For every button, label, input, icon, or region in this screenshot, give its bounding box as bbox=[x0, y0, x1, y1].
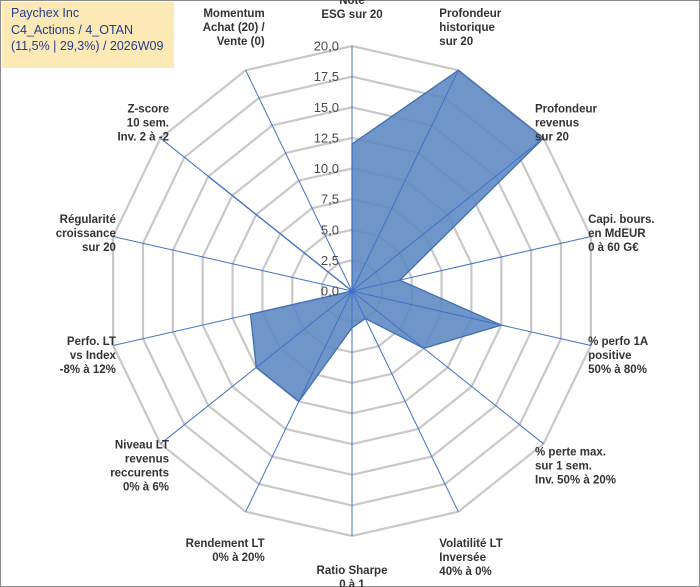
axis-label-line: 40% à 0% bbox=[439, 566, 491, 578]
axis-label: % perte max. sur 1 sem. Inv. 50% à 20% bbox=[535, 447, 616, 487]
axis-label: Volatilité LT Inversée 40% à 0% bbox=[439, 538, 502, 578]
axis-label: Profondeur historique sur 20 bbox=[439, 8, 501, 48]
tick-label: 15,0 bbox=[314, 100, 339, 115]
portfolio-path: C4_Actions / 4_OTAN bbox=[11, 22, 134, 37]
axis-label-line: vs Index bbox=[70, 350, 117, 362]
axis-label-line: sur 20 bbox=[439, 36, 473, 48]
axis-label-line: ESG sur 20 bbox=[321, 9, 382, 21]
axis-label: Rendement LT 0% à 20% bbox=[186, 538, 265, 564]
axis-label-line: Inv. 50% à 20% bbox=[535, 475, 616, 487]
tick-label: 7,5 bbox=[321, 192, 339, 207]
axis-label-line: 0 à 60 G€ bbox=[588, 242, 639, 254]
axis-label-line: Inv. 2 à -2 bbox=[117, 132, 169, 144]
axis-label-line: 0% à 20% bbox=[212, 552, 264, 564]
axis-label: Perfo. LT vs Index -8% à 12% bbox=[60, 336, 117, 376]
tick-label: 2,5 bbox=[321, 253, 339, 268]
spoke-5 bbox=[351, 290, 544, 445]
axis-label-line: Capi. bours. bbox=[588, 214, 654, 226]
axis-label-line: historique bbox=[439, 22, 495, 34]
tick-layer: 0,0 2,5 5,0 7,5 10,0 12,5 15,0 17,5 20,0 bbox=[314, 39, 339, 299]
axis-label-line: sur 20 bbox=[82, 242, 116, 254]
axis-label-line: Niveau LT bbox=[115, 440, 169, 452]
axis-label-line: sur 20 bbox=[535, 132, 569, 144]
axis-label-line: % perfo 1A bbox=[588, 336, 648, 348]
axis-label-line: -8% à 12% bbox=[60, 364, 116, 376]
axis-label: Note ESG sur 20 bbox=[321, 0, 382, 21]
axis-label-line: Note bbox=[339, 0, 365, 7]
spoke-8 bbox=[245, 290, 353, 512]
tick-label: 17,5 bbox=[314, 69, 339, 84]
tick-label: 12,5 bbox=[314, 130, 339, 145]
axis-label: Régularité croissance sur 20 bbox=[56, 214, 116, 254]
axis-label-line: Rendement LT bbox=[186, 538, 265, 550]
tick-label: 0,0 bbox=[321, 284, 339, 299]
spoke-10 bbox=[112, 290, 353, 346]
spoke-11 bbox=[112, 236, 353, 292]
axis-label-line: Profondeur bbox=[439, 8, 501, 20]
axis-label: Ratio Sharpe 0 à 1 bbox=[317, 565, 388, 587]
axis-label-line: en MdEUR bbox=[588, 228, 646, 240]
spoke-2 bbox=[351, 137, 544, 292]
axis-label: Niveau LT revenus reccurents 0% à 6% bbox=[110, 440, 169, 494]
axis-label-line: Volatilité LT bbox=[439, 538, 502, 550]
axis-label-line: Achat (20) / bbox=[203, 22, 266, 34]
axis-label-line: positive bbox=[588, 350, 631, 362]
axis-label-line: 50% à 80% bbox=[588, 364, 647, 376]
spoke-4 bbox=[351, 290, 592, 346]
axis-label: Z-score 10 sem. Inv. 2 à -2 bbox=[117, 104, 169, 144]
tick-label: 5,0 bbox=[321, 222, 339, 237]
axis-label-line: 10 sem. bbox=[127, 118, 169, 130]
axis-label-line: Perfo. LT bbox=[67, 336, 116, 348]
series-area bbox=[207, 69, 545, 403]
axis-label-line: Inversée bbox=[439, 552, 486, 564]
axis-label-layer: Note ESG sur 20 Profondeur historique sur 20… bbox=[56, 0, 655, 587]
tick-label: 10,0 bbox=[314, 161, 339, 176]
spoke-layer bbox=[112, 46, 592, 536]
axis-label-line: Z-score bbox=[127, 104, 169, 116]
axis-label-line: reccurents bbox=[110, 468, 169, 480]
axis-label: Momentum Achat (20) / Vente (0) bbox=[203, 8, 266, 48]
spoke-6 bbox=[351, 290, 459, 512]
axis-label-line: Momentum bbox=[203, 8, 264, 20]
axis-label-line: Ratio Sharpe bbox=[317, 565, 388, 577]
axis-label-line: croissance bbox=[56, 228, 116, 240]
spoke-12 bbox=[160, 137, 353, 292]
spoke-9 bbox=[160, 290, 353, 445]
axis-label-line: % perte max. bbox=[535, 447, 606, 459]
axis-label-line: Vente (0) bbox=[217, 36, 265, 48]
axis-label-line: revenus bbox=[125, 454, 169, 466]
axis-label-line: 0% à 6% bbox=[123, 482, 169, 494]
company-name: Paychex Inc bbox=[11, 6, 80, 20]
spoke-1 bbox=[351, 70, 459, 292]
series-layer bbox=[207, 69, 545, 403]
axis-label-line: 0 à 1 bbox=[339, 579, 365, 587]
axis-label: Capi. bours. en MdEUR 0 à 60 G€ bbox=[588, 214, 654, 254]
chart-title-box: Paychex Inc C4_Actions / 4_OTAN (11,5% |… bbox=[2, 2, 174, 68]
axis-label: % perfo 1A positive 50% à 80% bbox=[588, 336, 648, 376]
axis-label-line: Profondeur bbox=[535, 104, 597, 116]
axis-label-line: sur 1 sem. bbox=[535, 461, 592, 473]
spoke-13 bbox=[245, 70, 353, 292]
axis-label-line: revenus bbox=[535, 118, 579, 130]
performance-summary: (11,5% | 29,3%) / 2026W09 bbox=[11, 39, 164, 53]
tick-label: 20,0 bbox=[314, 39, 339, 54]
spoke-3 bbox=[351, 236, 592, 292]
axis-label: Profondeur revenus sur 20 bbox=[535, 104, 597, 144]
axis-label-line: Régularité bbox=[60, 214, 116, 226]
